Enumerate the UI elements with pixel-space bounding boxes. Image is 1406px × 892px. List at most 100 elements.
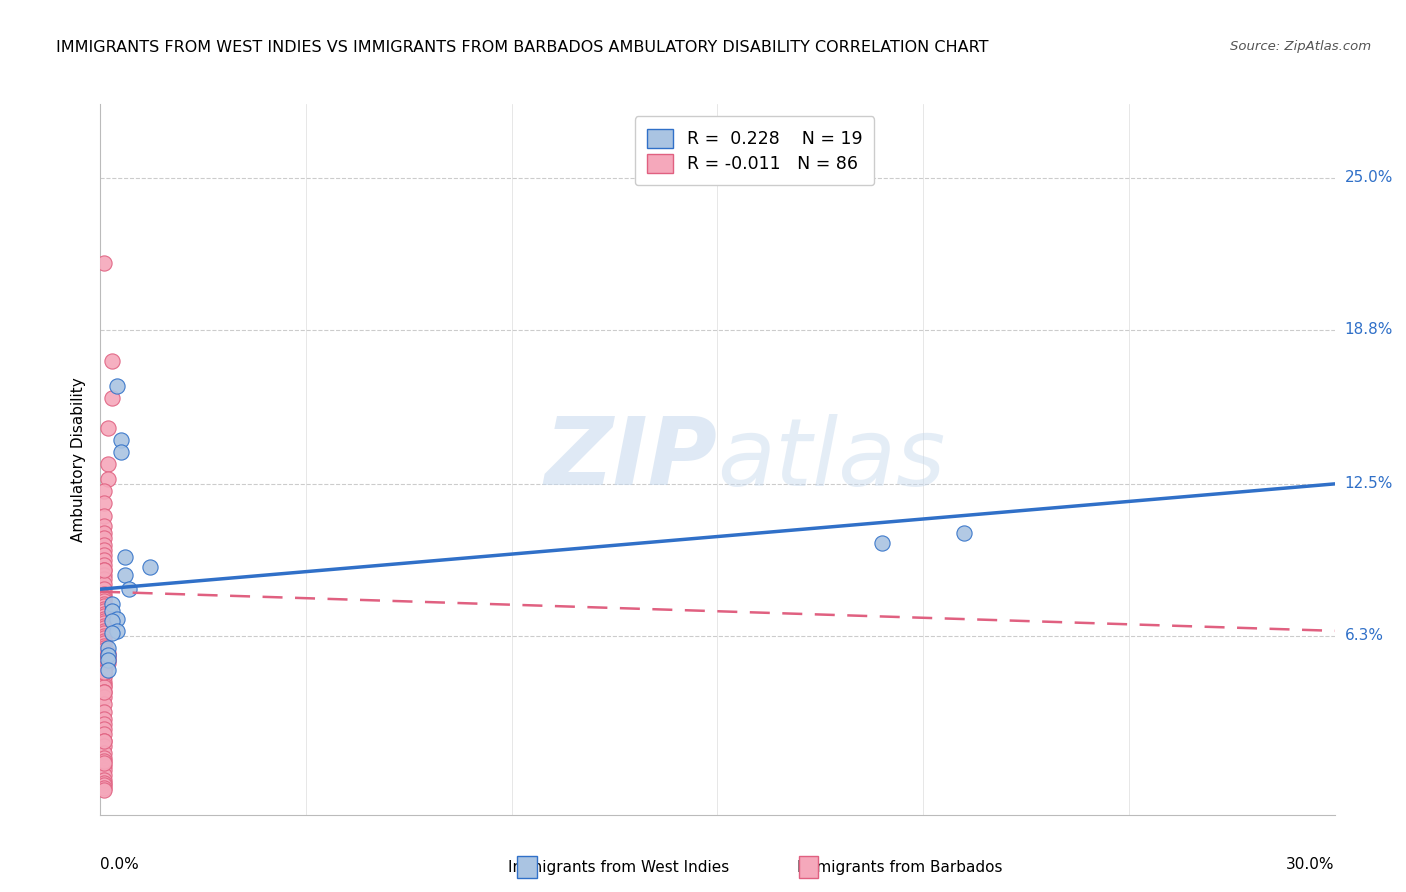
Point <box>93 717 115 731</box>
Text: Immigrants from West Indies: Immigrants from West Indies <box>508 860 730 874</box>
Point <box>93 636 115 650</box>
Point <box>101 626 124 640</box>
Point <box>97 640 120 655</box>
Point <box>93 698 115 712</box>
Text: ZIP: ZIP <box>544 413 717 506</box>
Text: 0.0%: 0.0% <box>100 857 139 872</box>
Point <box>93 675 115 690</box>
Point <box>97 653 120 667</box>
Point <box>93 739 115 753</box>
Point <box>97 656 120 670</box>
Point <box>97 648 120 663</box>
Point <box>93 643 115 657</box>
Point <box>93 727 115 741</box>
Point <box>93 670 115 684</box>
Point <box>93 602 115 616</box>
Point <box>93 582 115 597</box>
Point <box>93 754 115 768</box>
Point <box>97 420 120 434</box>
Point <box>114 550 136 565</box>
Point <box>93 685 115 699</box>
Point <box>101 354 124 368</box>
Text: atlas: atlas <box>717 414 946 505</box>
Text: IMMIGRANTS FROM WEST INDIES VS IMMIGRANTS FROM BARBADOS AMBULATORY DISABILITY CO: IMMIGRANTS FROM WEST INDIES VS IMMIGRANT… <box>56 40 988 55</box>
Point <box>93 734 115 748</box>
Point <box>93 573 115 587</box>
Point <box>870 535 893 549</box>
Point <box>93 773 115 788</box>
Point <box>93 563 115 577</box>
Point <box>93 626 115 640</box>
Point <box>93 712 115 726</box>
Point <box>97 457 120 471</box>
Point <box>93 531 115 545</box>
Point <box>93 587 115 601</box>
Text: 25.0%: 25.0% <box>1344 170 1393 186</box>
Point <box>101 391 124 405</box>
Point <box>93 594 115 608</box>
Point <box>93 611 115 625</box>
Point <box>93 734 115 748</box>
Point <box>93 484 115 499</box>
Point <box>93 604 115 618</box>
Point <box>93 619 115 633</box>
Point <box>93 525 115 540</box>
Point <box>93 631 115 645</box>
Text: Source: ZipAtlas.com: Source: ZipAtlas.com <box>1230 40 1371 54</box>
Point <box>93 508 115 523</box>
Point <box>101 604 124 618</box>
Text: Immigrants from Barbados: Immigrants from Barbados <box>797 860 1002 874</box>
Point <box>93 747 115 761</box>
Point <box>93 665 115 680</box>
Point <box>97 648 120 663</box>
Point <box>93 640 115 655</box>
Point <box>93 764 115 778</box>
Point <box>93 609 115 624</box>
Point <box>93 722 115 736</box>
Point <box>93 548 115 562</box>
Point <box>93 553 115 567</box>
Point <box>93 592 115 607</box>
Point <box>93 639 115 653</box>
Point <box>97 472 120 486</box>
Point <box>93 633 115 648</box>
Point <box>93 607 115 621</box>
Point <box>93 663 115 677</box>
Legend: R =  0.228    N = 19, R = -0.011   N = 86: R = 0.228 N = 19, R = -0.011 N = 86 <box>634 117 875 186</box>
Point <box>93 543 115 558</box>
Point <box>93 616 115 631</box>
Point <box>105 611 128 625</box>
Point <box>93 597 115 611</box>
Point <box>93 624 115 638</box>
Point <box>93 558 115 572</box>
Text: 12.5%: 12.5% <box>1344 476 1393 491</box>
Point <box>101 614 124 628</box>
Point <box>93 775 115 789</box>
Point <box>93 518 115 533</box>
Point <box>93 563 115 577</box>
Point <box>93 256 115 270</box>
Point <box>93 577 115 591</box>
Point <box>105 379 128 393</box>
Point <box>93 590 115 604</box>
Point <box>138 560 160 574</box>
Point <box>93 751 115 765</box>
Text: 30.0%: 30.0% <box>1286 857 1334 872</box>
Point <box>93 758 115 772</box>
Point <box>97 653 120 667</box>
Point <box>110 445 132 459</box>
Point <box>93 768 115 782</box>
Point <box>93 567 115 582</box>
Point <box>93 629 115 643</box>
Point <box>97 663 120 677</box>
Point <box>93 668 115 682</box>
Point <box>93 658 115 673</box>
Point <box>93 665 115 680</box>
Point <box>93 778 115 792</box>
Text: 6.3%: 6.3% <box>1344 628 1384 643</box>
Point <box>93 599 115 614</box>
Point <box>97 646 120 660</box>
Point <box>110 433 132 447</box>
Point <box>953 525 976 540</box>
Point <box>93 660 115 674</box>
